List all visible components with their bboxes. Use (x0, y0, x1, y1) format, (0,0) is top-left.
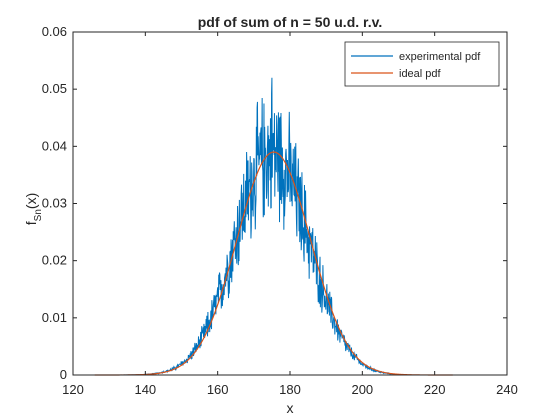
series-group (94, 77, 453, 376)
plot-background (73, 32, 507, 375)
y-tick-label: 0.06 (42, 24, 67, 39)
y-axis-label: fSn(x) (23, 193, 44, 225)
x-tick-label: 200 (351, 382, 373, 397)
y-tick-label: 0.04 (42, 138, 67, 153)
y-tick-label: 0.02 (42, 253, 67, 268)
y-tick-label: 0 (60, 367, 67, 382)
x-tick-label: 220 (424, 382, 446, 397)
legend: experimental pdf ideal pdf (344, 41, 500, 87)
chart-title: pdf of sum of n = 50 u.d. r.v. (198, 14, 382, 30)
y-tick-label: 0.03 (42, 196, 67, 211)
legend-label-experimental-pdf: experimental pdf (399, 51, 481, 63)
legend-box (344, 41, 500, 87)
x-tick-label: 120 (62, 382, 84, 397)
y-axis-label-main: f (23, 221, 39, 225)
plot-area (73, 32, 507, 375)
y-axis-label-arg: (x) (23, 193, 39, 209)
x-tick-label: 160 (207, 382, 229, 397)
x-ticks: 120 140 160 180 200 220 240 (62, 32, 518, 397)
y-tick-label: 0.01 (42, 310, 67, 325)
y-tick-label: 0.05 (42, 81, 67, 96)
y-axis-label-sub: Sn (33, 209, 44, 221)
x-tick-label: 240 (496, 382, 518, 397)
legend-label-ideal-pdf: ideal pdf (399, 68, 442, 80)
y-ticks: 0 0.01 0.02 0.03 0.04 0.05 0.06 (42, 24, 507, 382)
x-tick-label: 140 (134, 382, 156, 397)
x-tick-label: 180 (279, 382, 301, 397)
series-line-ideal-pdf (94, 151, 453, 376)
x-axis-label: x (287, 400, 294, 416)
